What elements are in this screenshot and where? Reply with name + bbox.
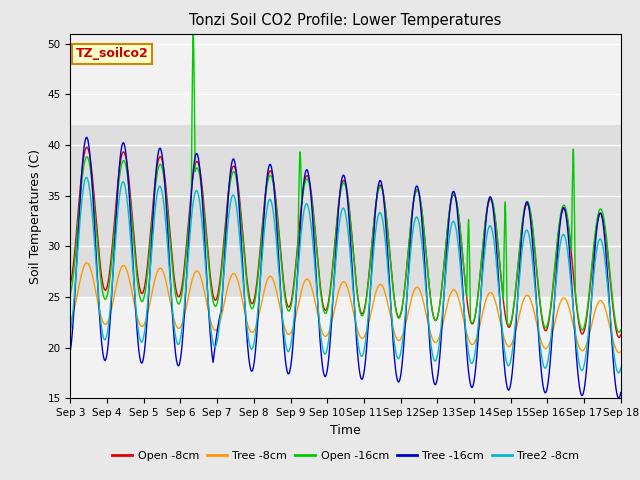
Tree -8cm — [431, 340, 439, 346]
Tree -8cm — [189, 274, 197, 279]
X-axis label: Time: Time — [330, 424, 361, 437]
Tree -16cm — [83, 134, 90, 140]
Tree -8cm — [552, 316, 559, 322]
Tree -16cm — [67, 348, 74, 353]
Open -8cm — [83, 144, 91, 150]
Open -16cm — [251, 299, 259, 305]
Line: Tree2 -8cm: Tree2 -8cm — [70, 178, 621, 373]
Title: Tonzi Soil CO2 Profile: Lower Temperatures: Tonzi Soil CO2 Profile: Lower Temperatur… — [189, 13, 502, 28]
Legend: Open -8cm, Tree -8cm, Open -16cm, Tree -16cm, Tree2 -8cm: Open -8cm, Tree -8cm, Open -16cm, Tree -… — [108, 447, 584, 466]
Tree -8cm — [251, 326, 259, 332]
Tree -8cm — [504, 343, 511, 348]
Text: TZ_soilco2: TZ_soilco2 — [76, 48, 148, 60]
Line: Open -8cm: Open -8cm — [70, 147, 621, 337]
Open -16cm — [67, 291, 74, 297]
Open -8cm — [504, 322, 511, 327]
Open -8cm — [251, 294, 259, 300]
Tree -8cm — [176, 325, 184, 331]
Bar — [70, 125, 621, 297]
Tree2 -8cm — [176, 339, 184, 345]
Open -16cm — [615, 330, 623, 336]
Open -16cm — [431, 318, 439, 324]
Tree2 -8cm — [431, 358, 439, 364]
Tree2 -8cm — [251, 336, 259, 341]
Tree -16cm — [552, 276, 559, 282]
Tree -16cm — [504, 384, 511, 390]
Line: Tree -16cm: Tree -16cm — [70, 137, 621, 398]
Y-axis label: Soil Temperatures (C): Soil Temperatures (C) — [29, 148, 42, 284]
Tree -16cm — [431, 382, 439, 388]
Line: Open -16cm: Open -16cm — [70, 30, 621, 333]
Open -8cm — [552, 256, 559, 262]
Open -16cm — [504, 320, 511, 325]
Tree -8cm — [67, 318, 74, 324]
Tree -8cm — [615, 350, 623, 356]
Open -16cm — [617, 327, 625, 333]
Tree -16cm — [189, 169, 197, 175]
Tree2 -8cm — [552, 281, 559, 287]
Tree2 -8cm — [189, 200, 197, 205]
Open -8cm — [615, 335, 623, 340]
Tree2 -8cm — [67, 328, 74, 334]
Open -8cm — [67, 281, 74, 287]
Tree2 -8cm — [504, 361, 511, 367]
Tree2 -8cm — [83, 175, 90, 180]
Open -16cm — [175, 300, 183, 306]
Tree -16cm — [617, 390, 625, 396]
Tree2 -8cm — [614, 370, 622, 376]
Open -16cm — [189, 43, 196, 49]
Tree2 -8cm — [617, 365, 625, 371]
Tree -8cm — [83, 260, 91, 266]
Tree -16cm — [615, 396, 623, 401]
Open -8cm — [176, 293, 184, 299]
Tree -16cm — [176, 360, 184, 366]
Line: Tree -8cm: Tree -8cm — [70, 263, 621, 353]
Open -8cm — [189, 172, 197, 178]
Open -16cm — [189, 27, 197, 33]
Open -8cm — [431, 318, 439, 324]
Tree -8cm — [617, 348, 625, 354]
Tree -16cm — [251, 355, 259, 360]
Open -8cm — [617, 332, 625, 337]
Open -16cm — [552, 252, 559, 258]
